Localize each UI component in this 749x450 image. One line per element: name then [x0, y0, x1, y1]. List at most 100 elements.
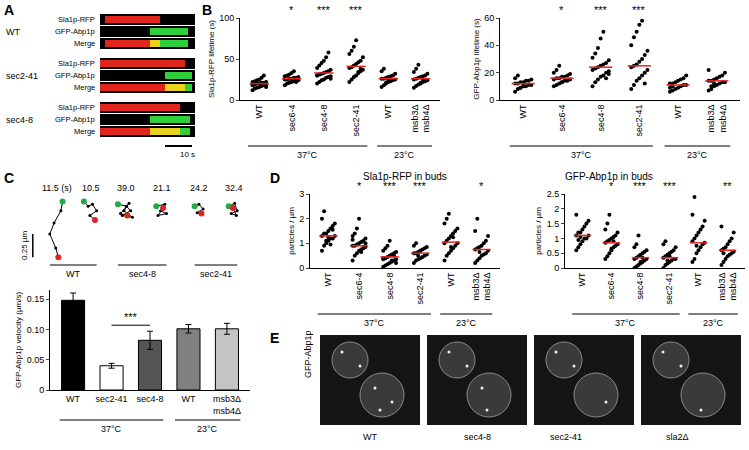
svg-text:0.15: 0.15 — [27, 294, 45, 304]
svg-text:23°C: 23°C — [394, 150, 415, 160]
svg-text:WT: WT — [577, 272, 587, 286]
svg-text:24.2: 24.2 — [190, 183, 208, 193]
svg-text:WT: WT — [693, 272, 703, 286]
svg-text:sec6-4: sec6-4 — [606, 273, 616, 300]
svg-text:32.4: 32.4 — [225, 183, 243, 193]
svg-text:sec4-8: sec4-8 — [596, 105, 606, 132]
svg-text:sec6-4: sec6-4 — [354, 273, 364, 300]
svg-text:10.5: 10.5 — [82, 183, 100, 193]
svg-text:WT: WT — [6, 27, 20, 37]
svg-text:sec6-4: sec6-4 — [557, 105, 567, 132]
svg-text:11.5 (s): 11.5 (s) — [42, 183, 72, 193]
svg-text:GFP-Abp1p: GFP-Abp1p — [55, 71, 95, 80]
svg-text:WT: WT — [383, 104, 393, 118]
svg-text:*: * — [289, 4, 294, 16]
svg-text:*: * — [559, 4, 564, 16]
svg-text:GFP-Abp1p: GFP-Abp1p — [55, 27, 95, 36]
svg-text:sec4-8: sec4-8 — [319, 105, 329, 132]
svg-text:Merge: Merge — [74, 83, 95, 92]
svg-text:msb3Δmsb4Δ: msb3Δmsb4Δ — [706, 105, 728, 133]
svg-text:sec4-8: sec4-8 — [635, 273, 645, 300]
svg-text:Merge: Merge — [74, 39, 95, 48]
svg-text:***: *** — [663, 180, 677, 192]
svg-text:1: 1 — [299, 238, 304, 248]
svg-text:msb3Δmsb4Δ: msb3Δmsb4Δ — [717, 273, 739, 301]
svg-text:23°C: 23°C — [703, 318, 724, 328]
svg-text:E: E — [270, 330, 279, 346]
svg-text:***: *** — [594, 4, 608, 16]
svg-text:0: 0 — [229, 95, 234, 105]
svg-text:Sla1p-RFP lifetime (s): Sla1p-RFP lifetime (s) — [207, 20, 216, 98]
svg-text:sec2-41: sec2-41 — [634, 105, 644, 137]
svg-text:***: *** — [317, 4, 331, 16]
svg-text:***: *** — [349, 4, 363, 16]
svg-text:GFP-Abp1p in buds: GFP-Abp1p in buds — [565, 171, 653, 182]
svg-text:0: 0 — [39, 385, 44, 395]
svg-text:100: 100 — [219, 13, 234, 23]
svg-text:sec2-41: sec2-41 — [415, 273, 425, 305]
svg-text:0: 0 — [299, 263, 304, 273]
svg-text:60: 60 — [484, 13, 494, 23]
svg-text:2.5: 2.5 — [547, 189, 560, 199]
svg-text:10 s: 10 s — [180, 150, 195, 159]
svg-text:sec2-41: sec2-41 — [550, 432, 582, 442]
svg-text:msb3Δmsb4Δ: msb3Δmsb4Δ — [410, 105, 432, 133]
svg-text:WT: WT — [446, 272, 456, 286]
svg-text:37°C: 37°C — [364, 318, 385, 328]
svg-text:WT: WT — [323, 272, 333, 286]
svg-text:D: D — [270, 170, 280, 186]
svg-text:WT: WT — [254, 104, 264, 118]
svg-text:msb3Δmsb4Δ: msb3Δmsb4Δ — [471, 273, 493, 301]
svg-text:Sla1p-RFP: Sla1p-RFP — [58, 103, 95, 112]
svg-text:Merge: Merge — [74, 127, 95, 136]
svg-text:*: * — [357, 180, 362, 192]
svg-text:msb3Δmsb4Δ: msb3Δmsb4Δ — [213, 394, 241, 416]
svg-text:***: *** — [413, 180, 427, 192]
svg-text:0.05: 0.05 — [27, 355, 45, 365]
svg-text:37°C: 37°C — [615, 318, 636, 328]
svg-text:23°C: 23°C — [687, 150, 708, 160]
svg-text:A: A — [4, 2, 14, 18]
svg-text:sec4-8: sec4-8 — [6, 115, 33, 125]
svg-text:WT: WT — [673, 104, 683, 118]
svg-text:sec2-41: sec2-41 — [96, 394, 128, 404]
svg-text:sec4-8: sec4-8 — [464, 432, 491, 442]
svg-text:sec2-41: sec2-41 — [200, 269, 232, 279]
svg-text:37°C: 37°C — [571, 150, 592, 160]
svg-text:sec4-8: sec4-8 — [129, 269, 156, 279]
svg-text:40: 40 — [484, 40, 494, 50]
svg-text:***: *** — [124, 311, 138, 323]
svg-text:***: *** — [632, 4, 646, 16]
svg-text:***: *** — [633, 180, 647, 192]
svg-text:37°C: 37°C — [101, 424, 122, 434]
svg-text:WT: WT — [518, 104, 528, 118]
svg-text:***: *** — [383, 180, 397, 192]
svg-text:0: 0 — [489, 95, 494, 105]
svg-text:sec6-4: sec6-4 — [287, 105, 297, 132]
svg-text:21.1: 21.1 — [153, 183, 171, 193]
svg-text:C: C — [4, 170, 14, 186]
svg-text:2: 2 — [299, 214, 304, 224]
svg-text:*: * — [479, 180, 484, 192]
svg-text:sec2-41: sec2-41 — [351, 105, 361, 137]
svg-text:*: * — [609, 180, 614, 192]
svg-text:1: 1 — [554, 234, 559, 244]
svg-text:particles / µm: particles / µm — [534, 207, 543, 255]
svg-text:37°C: 37°C — [297, 150, 318, 160]
svg-text:WT: WT — [66, 394, 80, 404]
svg-text:GFP-Abp1p lifetime (s): GFP-Abp1p lifetime (s) — [472, 18, 481, 100]
svg-text:0.25 µm: 0.25 µm — [20, 231, 29, 260]
svg-text:Sla1p-RFP: Sla1p-RFP — [58, 59, 95, 68]
svg-text:sla2Δ: sla2Δ — [666, 432, 689, 442]
svg-text:WT: WT — [66, 269, 80, 279]
svg-text:0.10: 0.10 — [27, 325, 45, 335]
svg-text:1.5: 1.5 — [547, 219, 560, 229]
svg-text:WT: WT — [181, 394, 195, 404]
svg-text:GFP-Abp1p velocity (µm/s): GFP-Abp1p velocity (µm/s) — [14, 292, 23, 389]
svg-text:39.0: 39.0 — [117, 183, 135, 193]
svg-text:0: 0 — [554, 263, 559, 273]
svg-text:sec2-41: sec2-41 — [664, 273, 674, 305]
svg-text:50: 50 — [224, 54, 234, 64]
svg-text:3: 3 — [299, 189, 304, 199]
svg-text:**: ** — [723, 180, 732, 192]
